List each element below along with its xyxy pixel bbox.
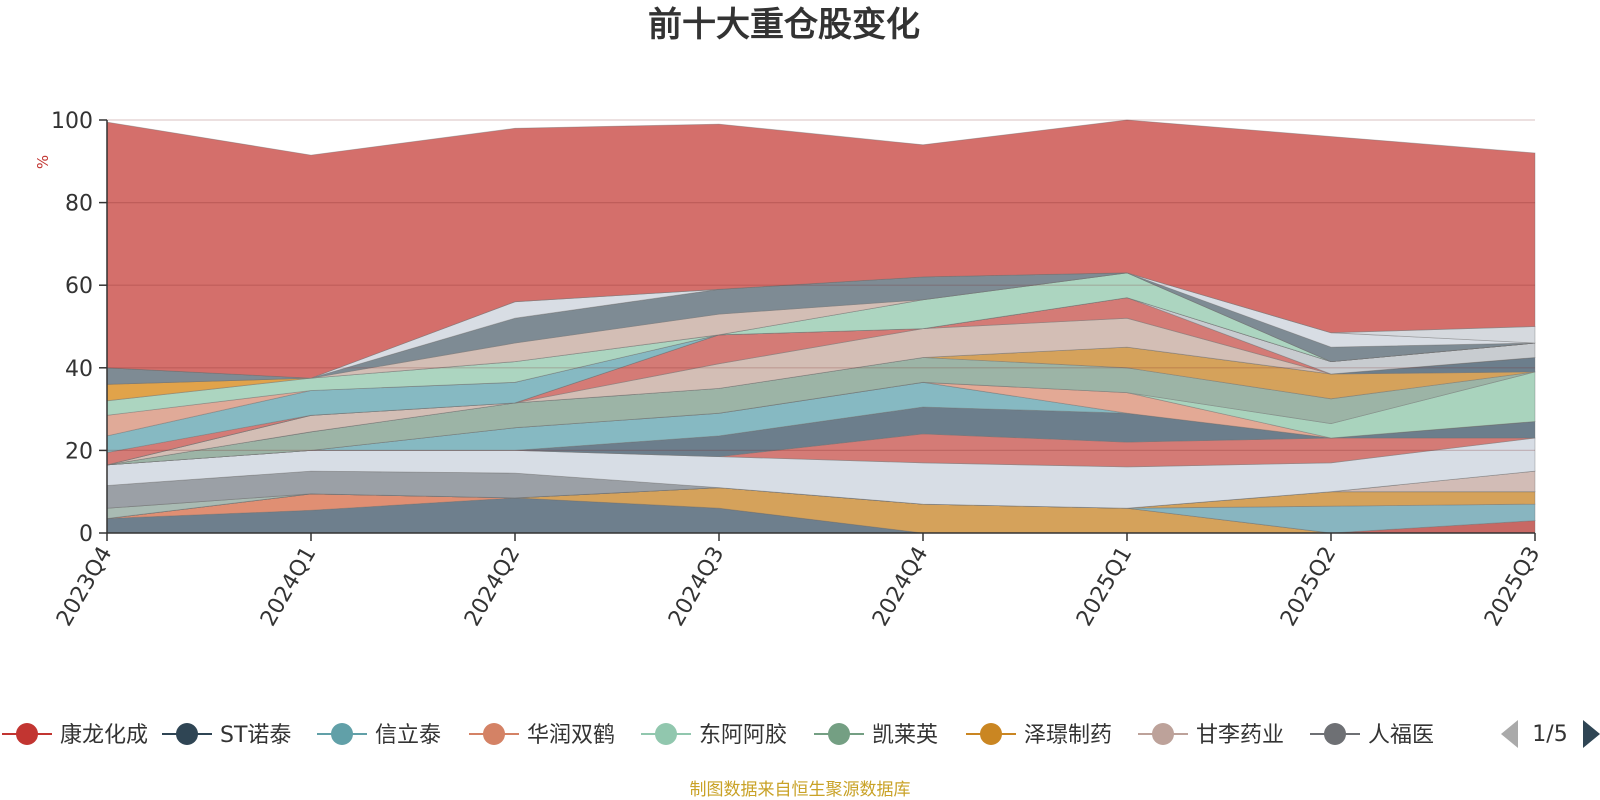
legend-item[interactable]: 华润双鹤 bbox=[469, 723, 615, 748]
legend-pager: 1/5 bbox=[1501, 720, 1600, 748]
y-tick-label: 40 bbox=[65, 357, 93, 382]
data-source-note: 制图数据来自恒生聚源数据库 bbox=[690, 780, 911, 800]
legend-label: 信立泰 bbox=[375, 723, 441, 748]
legend-label: 人福医 bbox=[1368, 723, 1434, 748]
legend-item[interactable]: 泽璟制药 bbox=[966, 723, 1112, 748]
legend-label: 泽璟制药 bbox=[1024, 723, 1112, 748]
x-tick-label: 2024Q3 bbox=[664, 543, 729, 631]
area-band-21 bbox=[106, 297, 1536, 466]
legend-next-page-icon[interactable] bbox=[1583, 720, 1600, 748]
legend-marker-icon bbox=[176, 723, 198, 745]
x-tick-label: 2024Q4 bbox=[868, 543, 933, 631]
legend-item[interactable]: ST诺泰 bbox=[162, 723, 291, 748]
legend-label: 甘李药业 bbox=[1196, 723, 1284, 748]
y-tick-label: 60 bbox=[65, 274, 93, 299]
y-tick-label: 0 bbox=[79, 522, 93, 547]
legend-item[interactable]: 甘李药业 bbox=[1138, 723, 1284, 748]
legend: 康龙化成 ST诺泰 信立泰 华润双鹤 东阿阿胶 凯莱英 泽璟制药 甘李药业 人福医 bbox=[2, 723, 1434, 748]
legend-page-indicator: 1/5 bbox=[1532, 722, 1567, 747]
legend-marker-icon bbox=[980, 723, 1002, 745]
legend-item[interactable]: 人福医 bbox=[1310, 723, 1434, 748]
x-tick-label: 2024Q2 bbox=[460, 543, 525, 631]
legend-marker-icon bbox=[483, 723, 505, 745]
area-band-2 bbox=[106, 493, 1535, 534]
y-axis-unit: % bbox=[34, 155, 52, 169]
legend-item[interactable]: 凯莱英 bbox=[814, 723, 938, 748]
legend-marker-icon bbox=[16, 723, 38, 745]
x-tick-label: 2025Q3 bbox=[1480, 543, 1545, 631]
legend-label: 凯莱英 bbox=[872, 723, 938, 748]
legend-item[interactable]: 信立泰 bbox=[317, 723, 441, 748]
x-tick-label: 2025Q1 bbox=[1072, 543, 1137, 631]
legend-marker-icon bbox=[655, 723, 677, 745]
x-tick-label: 2025Q2 bbox=[1276, 543, 1341, 631]
area-band-3 bbox=[106, 487, 1535, 534]
legend-marker-icon bbox=[331, 723, 353, 745]
y-tick-label: 80 bbox=[65, 192, 93, 217]
x-tick-label: 2023Q4 bbox=[52, 543, 117, 631]
area-band-31 bbox=[106, 119, 1536, 379]
y-tick-label: 20 bbox=[65, 439, 93, 464]
chart-title: 前十大重仓股变化 bbox=[648, 5, 920, 45]
gridlines bbox=[107, 119, 1535, 451]
legend-prev-page-icon[interactable] bbox=[1501, 720, 1518, 748]
legend-label: 康龙化成 bbox=[60, 723, 148, 748]
legend-item[interactable]: 康龙化成 bbox=[2, 723, 148, 748]
legend-marker-icon bbox=[1324, 723, 1346, 745]
stacked-area-plot bbox=[106, 119, 1536, 534]
legend-marker-icon bbox=[828, 723, 850, 745]
x-tick-label: 2024Q1 bbox=[256, 543, 321, 631]
legend-item[interactable]: 东阿阿胶 bbox=[641, 723, 787, 748]
legend-label: 东阿阿胶 bbox=[699, 723, 787, 748]
y-tick-label: 100 bbox=[51, 109, 93, 134]
legend-marker-icon bbox=[1152, 723, 1174, 745]
legend-label: 华润双鹤 bbox=[527, 723, 615, 748]
legend-label: ST诺泰 bbox=[220, 723, 291, 748]
